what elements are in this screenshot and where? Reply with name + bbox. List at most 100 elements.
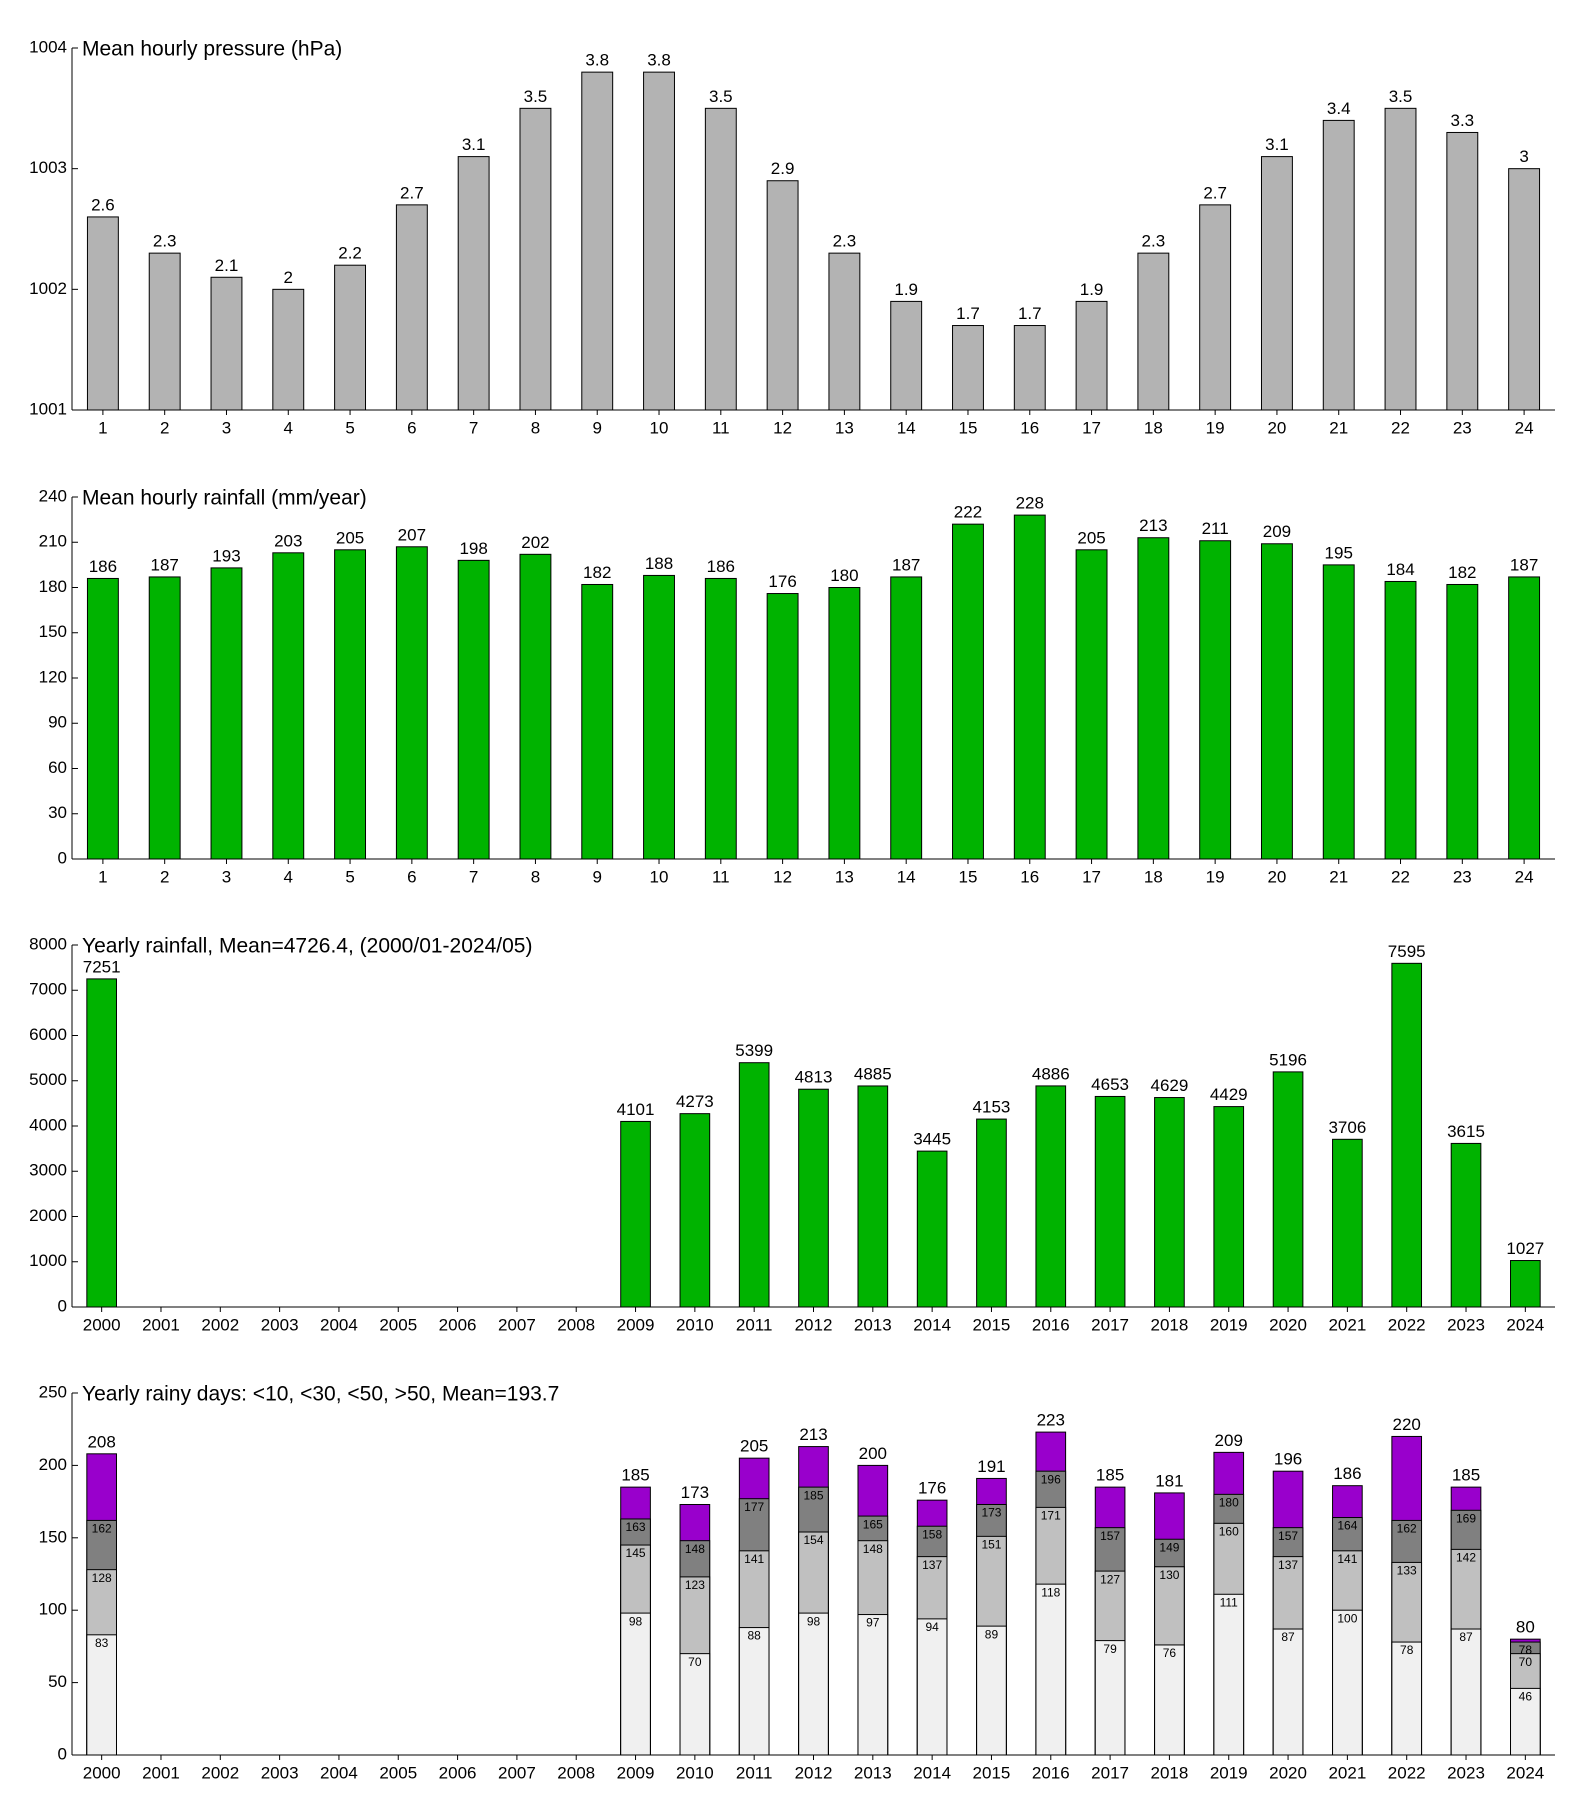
x-tick-label: 8 [531, 867, 540, 886]
value-label: 3.5 [524, 87, 548, 106]
x-tick-label: 6 [407, 418, 416, 437]
y-tick-label: 50 [48, 1672, 67, 1691]
value-label: 162 [92, 1522, 112, 1536]
x-tick-label: 5 [345, 418, 354, 437]
bar [976, 1625, 1007, 1756]
value-label: 70 [688, 1655, 702, 1669]
value-label: 177 [744, 1500, 764, 1514]
bar [1154, 1097, 1185, 1308]
value-label: 70 [1519, 1655, 1533, 1669]
bar [86, 978, 117, 1308]
x-tick-label: 17 [1082, 418, 1101, 437]
value-label: 2.3 [153, 232, 177, 251]
x-tick-label: 12 [773, 418, 792, 437]
x-tick-label: 2016 [1032, 1315, 1070, 1334]
y-tick-label: 5000 [29, 1070, 67, 1089]
x-tick-label: 2018 [1151, 1315, 1189, 1334]
bar [798, 1088, 829, 1308]
bar [1322, 564, 1355, 860]
x-tick-label: 2014 [913, 1315, 951, 1334]
y-tick-label: 250 [39, 1382, 67, 1401]
bar [1510, 1687, 1541, 1756]
bar [1035, 1583, 1067, 1756]
bar [457, 559, 490, 860]
value-label: 4813 [795, 1068, 833, 1087]
x-tick-label: 9 [592, 867, 601, 886]
bar [738, 1062, 770, 1308]
value-label: 157 [1100, 1529, 1120, 1543]
x-tick-label: 2023 [1447, 1315, 1485, 1334]
x-tick-label: 16 [1020, 867, 1039, 886]
x-tick-label: 10 [650, 867, 669, 886]
x-tick-label: 19 [1206, 418, 1225, 437]
bar [704, 577, 737, 860]
x-tick-label: 2002 [201, 1763, 239, 1782]
value-label: 202 [521, 533, 549, 552]
bar [828, 252, 861, 411]
x-tick-label: 22 [1391, 867, 1410, 886]
value-label: 3.5 [1389, 87, 1413, 106]
x-tick-label: 2018 [1151, 1763, 1189, 1782]
x-tick-label: 2015 [973, 1763, 1011, 1782]
bar [679, 1113, 711, 1308]
value-label: 182 [1448, 563, 1476, 582]
y-tick-label: 6000 [29, 1025, 67, 1044]
value-label: 3.5 [709, 87, 733, 106]
value-label: 200 [859, 1444, 887, 1463]
x-tick-label: 14 [897, 867, 916, 886]
x-tick-label: 13 [835, 867, 854, 886]
x-tick-label: 2005 [379, 1763, 417, 1782]
value-label: 171 [1041, 1509, 1061, 1523]
x-tick-label: 2003 [261, 1763, 299, 1782]
value-label: 151 [981, 1538, 1001, 1552]
x-tick-label: 2016 [1032, 1763, 1070, 1782]
x-tick-label: 2012 [795, 1763, 833, 1782]
x-tick-label: 2013 [854, 1315, 892, 1334]
value-label: 80 [1516, 1618, 1535, 1637]
y-tick-label: 1003 [29, 158, 67, 177]
value-label: 142 [1456, 1551, 1476, 1565]
y-tick-label: 100 [39, 1600, 67, 1619]
bar [1137, 252, 1170, 411]
value-label: 7595 [1388, 942, 1426, 961]
x-tick-label: 14 [897, 418, 916, 437]
value-label: 213 [1139, 516, 1167, 535]
value-label: 3.8 [647, 51, 671, 70]
x-tick-label: 2024 [1506, 1315, 1544, 1334]
value-label: 2.1 [215, 256, 239, 275]
x-tick-label: 16 [1020, 418, 1039, 437]
value-label: 100 [1337, 1611, 1357, 1625]
x-tick-label: 4 [284, 418, 293, 437]
bar [643, 71, 675, 411]
x-tick-label: 1 [98, 867, 107, 886]
value-label: 83 [95, 1636, 109, 1650]
bar [1508, 576, 1541, 860]
bar [1384, 107, 1417, 411]
value-label: 187 [1510, 555, 1538, 574]
value-label: 158 [922, 1527, 942, 1541]
value-label: 88 [748, 1629, 762, 1643]
y-tick-label: 150 [39, 1527, 67, 1546]
value-label: 157 [1278, 1529, 1298, 1543]
x-tick-label: 2001 [142, 1763, 180, 1782]
bar [1094, 1640, 1126, 1756]
x-tick-label: 7 [469, 418, 478, 437]
bar [952, 325, 984, 411]
chart-title: Yearly rainfall, Mean=4726.4, (2000/01-2… [82, 935, 532, 958]
value-label: 4429 [1210, 1085, 1248, 1104]
value-label: 154 [803, 1533, 823, 1547]
x-tick-label: 2017 [1091, 1763, 1129, 1782]
value-label: 185 [1096, 1466, 1124, 1485]
y-tick-label: 210 [39, 532, 67, 551]
value-label: 1027 [1506, 1239, 1544, 1258]
bar [1199, 204, 1232, 411]
value-label: 98 [629, 1614, 643, 1628]
x-tick-label: 11 [712, 867, 730, 886]
bar [1322, 119, 1355, 411]
value-label: 176 [768, 572, 796, 591]
x-tick-label: 2021 [1328, 1763, 1366, 1782]
value-label: 3.8 [585, 51, 609, 70]
x-tick-label: 2024 [1506, 1763, 1544, 1782]
bar [1272, 1628, 1304, 1756]
x-tick-label: 8 [531, 418, 540, 437]
